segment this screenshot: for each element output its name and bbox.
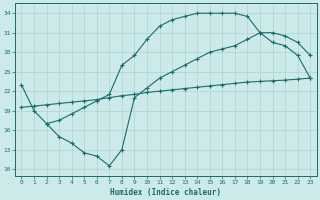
X-axis label: Humidex (Indice chaleur): Humidex (Indice chaleur) <box>110 188 221 197</box>
